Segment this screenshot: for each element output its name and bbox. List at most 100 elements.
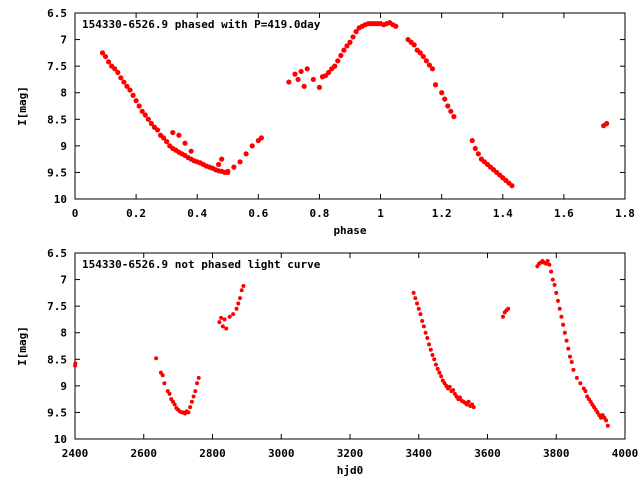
- x-axis-label-unphased: hjd0: [337, 464, 364, 477]
- y-axis-label-phased: I[mag]: [16, 86, 29, 126]
- data-point: [124, 83, 130, 89]
- y-tick-label: 8.5: [47, 113, 67, 126]
- data-point: [231, 164, 237, 170]
- data-point: [423, 330, 428, 335]
- data-point: [189, 399, 194, 404]
- plot-title-phased: 154330-6526.9 phased with P=419.0day: [82, 18, 321, 31]
- x-tick-label: 0.6: [248, 207, 268, 220]
- y-tick-label: 8: [60, 327, 67, 340]
- data-point: [561, 322, 566, 327]
- y-tick-label: 9.5: [47, 406, 67, 419]
- data-point: [176, 132, 182, 138]
- data-point: [162, 381, 167, 386]
- data-point: [136, 103, 142, 109]
- x-tick-label: 1.4: [493, 207, 513, 220]
- y-tick-label: 7: [60, 274, 67, 287]
- data-point: [428, 347, 433, 352]
- data-point: [439, 90, 445, 96]
- x-tick-label: 1.6: [554, 207, 574, 220]
- data-point: [341, 47, 347, 53]
- data-point: [554, 290, 559, 295]
- data-point: [106, 59, 112, 65]
- data-point: [188, 148, 194, 154]
- data-point: [170, 129, 176, 136]
- y-tick-label: 6.5: [47, 247, 67, 260]
- data-point: [415, 301, 420, 306]
- data-point: [506, 306, 511, 311]
- data-point: [451, 388, 456, 393]
- data-point: [73, 361, 78, 366]
- data-point: [191, 394, 196, 399]
- y-tick-label: 10: [54, 193, 67, 206]
- data-point: [435, 366, 440, 371]
- data-point: [154, 127, 161, 133]
- data-point: [466, 399, 471, 404]
- data-point: [568, 354, 572, 359]
- y-tick-label: 9: [60, 380, 67, 393]
- y-axis-label-unphased: I[mag]: [16, 326, 29, 366]
- x-tick-label: 2400: [62, 447, 89, 460]
- data-point: [562, 330, 567, 335]
- axis-ticks-phased: 0 0.2 0.4 0.6 0.8 1 1.2 1.4 1.6 1.8 6.5 7 7.5 8 8.5 9 9.…: [47, 7, 635, 220]
- data-point: [133, 98, 139, 104]
- data-point: [447, 384, 452, 389]
- data-point: [550, 277, 555, 282]
- data-point: [432, 357, 437, 362]
- data-point: [145, 116, 151, 122]
- data-point: [437, 370, 442, 375]
- data-point: [420, 53, 426, 60]
- data-point: [411, 290, 416, 295]
- data-point: [237, 159, 243, 165]
- data-point: [298, 68, 304, 75]
- data-point: [393, 23, 399, 29]
- data-point: [239, 288, 244, 293]
- data-point: [161, 135, 167, 141]
- x-axis-label-phased: phase: [333, 224, 366, 237]
- data-point: [219, 156, 225, 162]
- y-tick-label: 8.5: [47, 353, 67, 366]
- plot-title-unphased: 154330-6526.9 not phased light curve: [82, 258, 321, 271]
- data-point: [439, 374, 444, 379]
- x-tick-label: 3400: [406, 447, 433, 460]
- data-point: [216, 161, 222, 168]
- data-point: [115, 69, 121, 76]
- data-point: [102, 53, 109, 60]
- x-tick-label: 1: [377, 207, 384, 220]
- data-point: [416, 306, 421, 311]
- data-point: [316, 84, 323, 90]
- data-point: [429, 66, 436, 72]
- data-point: [545, 258, 550, 263]
- data-point: [344, 43, 350, 49]
- data-point: [326, 69, 332, 76]
- x-tick-label: 4000: [612, 447, 639, 460]
- x-tick-label: 2600: [131, 447, 158, 460]
- data-point: [234, 306, 239, 311]
- data-point: [193, 389, 198, 394]
- data-point: [258, 135, 264, 141]
- data-point: [557, 306, 562, 311]
- data-point: [420, 319, 425, 324]
- x-tick-label: 0.8: [310, 207, 330, 220]
- data-point: [432, 82, 439, 88]
- unphased-plot: 154330-6526.9 not phased light curve hjd…: [16, 247, 638, 477]
- data-point: [167, 391, 172, 396]
- data-point: [286, 79, 292, 85]
- data-point: [417, 50, 423, 56]
- x-tick-label: 3200: [337, 447, 364, 460]
- x-tick-label: 3600: [474, 447, 501, 460]
- data-point: [425, 336, 430, 341]
- data-point: [182, 140, 188, 146]
- data-point: [448, 108, 454, 114]
- data-point: [451, 114, 457, 120]
- x-tick-label: 0.4: [187, 207, 207, 220]
- data-point: [426, 62, 433, 68]
- data-point: [224, 326, 229, 331]
- data-point: [564, 338, 569, 343]
- data-point: [225, 169, 231, 176]
- x-tick-label: 3000: [268, 447, 295, 460]
- data-point: [549, 269, 554, 274]
- data-point: [227, 314, 232, 319]
- data-point: [236, 301, 241, 306]
- data-point: [458, 395, 462, 400]
